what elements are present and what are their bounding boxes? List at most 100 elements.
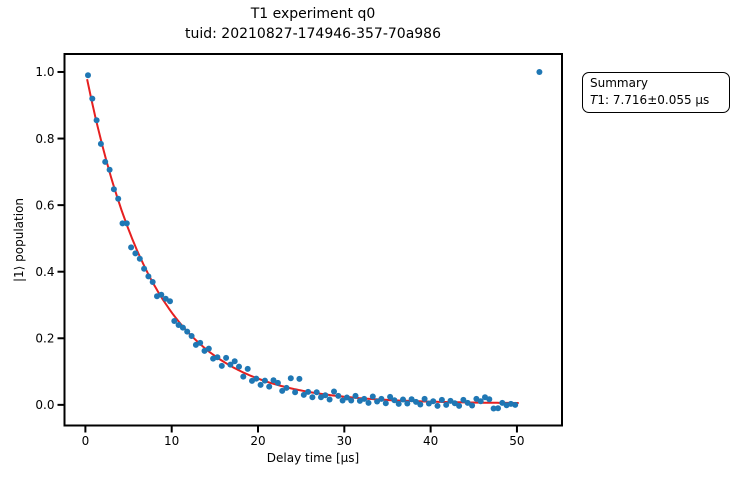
data-point — [369, 393, 376, 400]
data-point — [115, 195, 122, 202]
data-point — [417, 401, 424, 408]
data-point — [395, 400, 402, 407]
data-point — [413, 398, 419, 405]
data-point — [244, 365, 251, 372]
data-point — [218, 362, 225, 369]
data-point — [197, 339, 204, 346]
data-point — [106, 166, 113, 173]
data-point — [495, 405, 501, 412]
data-point — [270, 377, 277, 384]
x-axis-label: Delay time [μs] — [266, 451, 360, 465]
data-point — [421, 395, 428, 402]
data-point — [236, 363, 242, 370]
data-point — [85, 72, 91, 79]
data-point — [283, 384, 290, 391]
data-point — [378, 395, 385, 402]
data-point — [335, 392, 342, 399]
data-point — [102, 158, 109, 165]
data-point — [309, 394, 316, 401]
data-point — [343, 394, 350, 401]
data-point — [464, 399, 471, 406]
data-point — [175, 322, 182, 328]
data-point — [451, 400, 458, 407]
data-point — [162, 295, 169, 302]
data-point — [374, 398, 381, 405]
y-tick-label: 1.0 — [35, 65, 54, 79]
summary-header: Summary — [590, 76, 648, 90]
data-point — [404, 400, 411, 407]
data-point — [313, 389, 320, 396]
data-point — [296, 375, 303, 382]
plot-frame — [63, 53, 563, 427]
data-point — [179, 324, 186, 331]
data-point — [536, 69, 543, 75]
data-point — [490, 405, 497, 412]
data-point — [300, 391, 307, 398]
data-point — [128, 244, 135, 251]
title-line-1: T1 experiment q0 — [250, 6, 376, 22]
fit-line — [86, 78, 519, 404]
data-point — [188, 333, 195, 339]
data-point — [382, 400, 389, 407]
data-point — [438, 396, 445, 403]
data-point — [171, 318, 178, 324]
data-point — [361, 395, 368, 402]
y-tick-label: 0.8 — [35, 132, 54, 146]
y-axis-label: |1⟩ population — [12, 197, 26, 283]
x-tick-label: 0 — [82, 434, 90, 448]
data-point — [430, 398, 437, 405]
data-point — [486, 396, 493, 403]
summary-t1-line: T1: 7.716±0.055 μs — [590, 92, 722, 109]
t1-value: 1: 7.716±0.055 μs — [597, 93, 710, 107]
data-point — [257, 381, 264, 388]
data-point — [214, 354, 221, 361]
data-point — [167, 298, 173, 305]
title-line-2-tuid: tuid: 20210827-174946-357-70a986 — [185, 26, 441, 42]
summary-box: Summary T1: 7.716±0.055 μs — [582, 72, 730, 113]
data-point — [477, 398, 484, 405]
y-tick-label: 0.0 — [35, 398, 54, 412]
data-point — [387, 393, 394, 400]
data-point — [365, 399, 372, 406]
data-point — [348, 397, 355, 404]
data-point — [274, 379, 281, 386]
data-point — [279, 387, 286, 394]
data-point — [391, 397, 398, 404]
data-point — [292, 389, 299, 396]
data-point — [141, 265, 148, 272]
data-point — [443, 401, 450, 408]
data-point — [132, 250, 139, 257]
data-point — [158, 291, 165, 298]
y-tick-label: 0.4 — [35, 265, 54, 279]
x-tick-label: 10 — [164, 434, 179, 448]
data-point — [326, 396, 333, 403]
data-point — [339, 397, 346, 404]
data-point — [119, 220, 126, 227]
x-tick-label: 40 — [423, 434, 438, 448]
plot-title: T1 experiment q0 tuid: 20210827-174946-3… — [64, 4, 562, 44]
data-point — [456, 402, 463, 409]
x-tick-label: 30 — [337, 434, 352, 448]
data-point — [184, 328, 191, 335]
x-tick-label: 50 — [509, 434, 524, 448]
data-point — [145, 273, 152, 280]
data-point — [110, 186, 117, 193]
data-point — [97, 140, 104, 147]
data-point — [136, 255, 143, 262]
data-point — [253, 375, 260, 382]
data-point — [223, 354, 230, 361]
data-point — [287, 375, 294, 382]
data-point — [322, 392, 329, 399]
data-point — [400, 396, 406, 403]
data-point — [89, 95, 96, 102]
data-point — [512, 401, 519, 408]
data-point — [123, 220, 130, 227]
data-point — [149, 279, 156, 285]
data-point — [305, 388, 312, 395]
data-point — [331, 388, 337, 395]
data-point — [227, 361, 234, 368]
x-tick-label: 20 — [250, 434, 265, 448]
data-point — [231, 358, 238, 365]
